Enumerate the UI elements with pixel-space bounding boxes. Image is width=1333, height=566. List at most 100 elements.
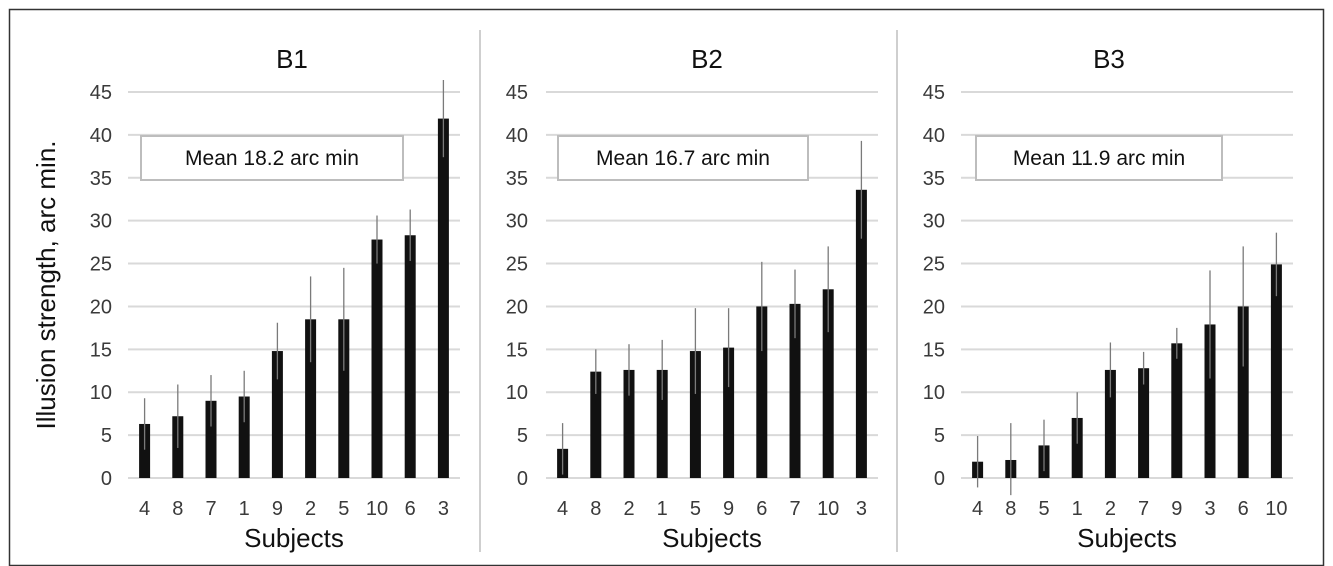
x-tick-label: 2 bbox=[1105, 498, 1116, 520]
y-tick-label: 10 bbox=[506, 382, 528, 404]
y-tick-label: 35 bbox=[923, 168, 945, 190]
y-tick-label: 10 bbox=[923, 382, 945, 404]
x-tick-label: 2 bbox=[623, 498, 634, 520]
y-tick-label: 40 bbox=[90, 125, 112, 147]
bar bbox=[437, 118, 449, 478]
bar bbox=[338, 319, 350, 478]
mean-annotation-box bbox=[557, 135, 809, 181]
x-tick-label: 10 bbox=[817, 498, 839, 520]
y-tick-label: 5 bbox=[101, 425, 112, 447]
y-tick-label: 10 bbox=[90, 382, 112, 404]
mean-annotation: Mean 11.9 arc min bbox=[1013, 147, 1185, 170]
y-tick-label: 0 bbox=[101, 468, 112, 490]
mean-annotation: Mean 18.2 arc min bbox=[185, 147, 359, 170]
x-tick-label: 4 bbox=[972, 498, 983, 520]
bar bbox=[689, 351, 701, 478]
bar bbox=[1138, 368, 1150, 478]
x-tick-label: 7 bbox=[789, 498, 800, 520]
bar bbox=[271, 351, 283, 478]
bar bbox=[789, 303, 801, 478]
bar bbox=[139, 423, 151, 478]
bar bbox=[1237, 306, 1249, 478]
x-tick-label: 9 bbox=[723, 498, 734, 520]
x-axis-title: Subjects bbox=[662, 523, 762, 553]
x-tick-label: 3 bbox=[856, 498, 867, 520]
mean-annotation-box bbox=[975, 135, 1223, 181]
x-tick-label: 10 bbox=[366, 498, 388, 520]
x-tick-label: 3 bbox=[1204, 498, 1215, 520]
x-axis-title: Subjects bbox=[244, 523, 344, 553]
bar bbox=[305, 319, 317, 478]
x-tick-label: 4 bbox=[557, 498, 568, 520]
y-tick-label: 25 bbox=[923, 254, 945, 276]
bar bbox=[656, 369, 668, 478]
panel-title: B1 bbox=[276, 44, 308, 74]
x-tick-label: 3 bbox=[438, 498, 449, 520]
panel-title: B3 bbox=[1093, 44, 1125, 74]
y-tick-label: 40 bbox=[506, 125, 528, 147]
x-tick-label: 5 bbox=[690, 498, 701, 520]
bar bbox=[590, 371, 602, 478]
y-tick-label: 0 bbox=[517, 468, 528, 490]
y-tick-label: 15 bbox=[923, 339, 945, 361]
x-tick-label: 5 bbox=[1038, 498, 1049, 520]
bar bbox=[371, 239, 383, 478]
x-tick-label: 9 bbox=[1171, 498, 1182, 520]
y-tick-label: 20 bbox=[506, 296, 528, 318]
mean-annotation: Mean 16.7 arc min bbox=[596, 147, 770, 170]
y-tick-label: 0 bbox=[934, 468, 945, 490]
x-tick-label: 1 bbox=[1072, 498, 1083, 520]
x-tick-label: 6 bbox=[1238, 498, 1249, 520]
x-tick-label: 8 bbox=[590, 498, 601, 520]
bar bbox=[723, 347, 735, 478]
bar bbox=[1204, 324, 1216, 478]
y-tick-label: 45 bbox=[506, 82, 528, 104]
bar bbox=[822, 289, 834, 478]
y-tick-label: 15 bbox=[90, 339, 112, 361]
y-tick-label: 40 bbox=[923, 125, 945, 147]
x-tick-label: 8 bbox=[172, 498, 183, 520]
x-tick-label: 8 bbox=[1005, 498, 1016, 520]
bar bbox=[238, 396, 250, 478]
bar bbox=[1071, 417, 1083, 478]
x-tick-label: 7 bbox=[1138, 498, 1149, 520]
bar bbox=[404, 235, 416, 478]
panel-title: B2 bbox=[691, 44, 723, 74]
y-tick-label: 25 bbox=[90, 254, 112, 276]
y-tick-label: 35 bbox=[90, 168, 112, 190]
bar bbox=[205, 400, 217, 478]
y-tick-label: 20 bbox=[90, 296, 112, 318]
y-tick-label: 35 bbox=[506, 168, 528, 190]
y-tick-label: 5 bbox=[934, 425, 945, 447]
x-tick-label: 7 bbox=[205, 498, 216, 520]
y-tick-label: 45 bbox=[923, 82, 945, 104]
bar bbox=[623, 369, 635, 478]
x-tick-label: 6 bbox=[405, 498, 416, 520]
x-tick-label: 2 bbox=[305, 498, 316, 520]
y-tick-label: 30 bbox=[506, 211, 528, 233]
y-tick-label: 20 bbox=[923, 296, 945, 318]
bar bbox=[1270, 264, 1282, 478]
x-tick-label: 5 bbox=[338, 498, 349, 520]
x-tick-label: 1 bbox=[657, 498, 668, 520]
x-tick-label: 1 bbox=[239, 498, 250, 520]
bar bbox=[1171, 343, 1183, 478]
y-tick-label: 30 bbox=[90, 211, 112, 233]
bar bbox=[855, 189, 867, 478]
y-tick-label: 45 bbox=[90, 82, 112, 104]
bar bbox=[756, 306, 768, 478]
y-tick-label: 15 bbox=[506, 339, 528, 361]
x-axis-title: Subjects bbox=[1077, 523, 1177, 553]
x-tick-label: 9 bbox=[272, 498, 283, 520]
x-tick-label: 10 bbox=[1265, 498, 1287, 520]
mean-annotation-box bbox=[140, 135, 404, 181]
x-tick-label: 6 bbox=[756, 498, 767, 520]
y-tick-label: 25 bbox=[506, 254, 528, 276]
x-tick-label: 4 bbox=[139, 498, 150, 520]
y-tick-label: 5 bbox=[517, 425, 528, 447]
